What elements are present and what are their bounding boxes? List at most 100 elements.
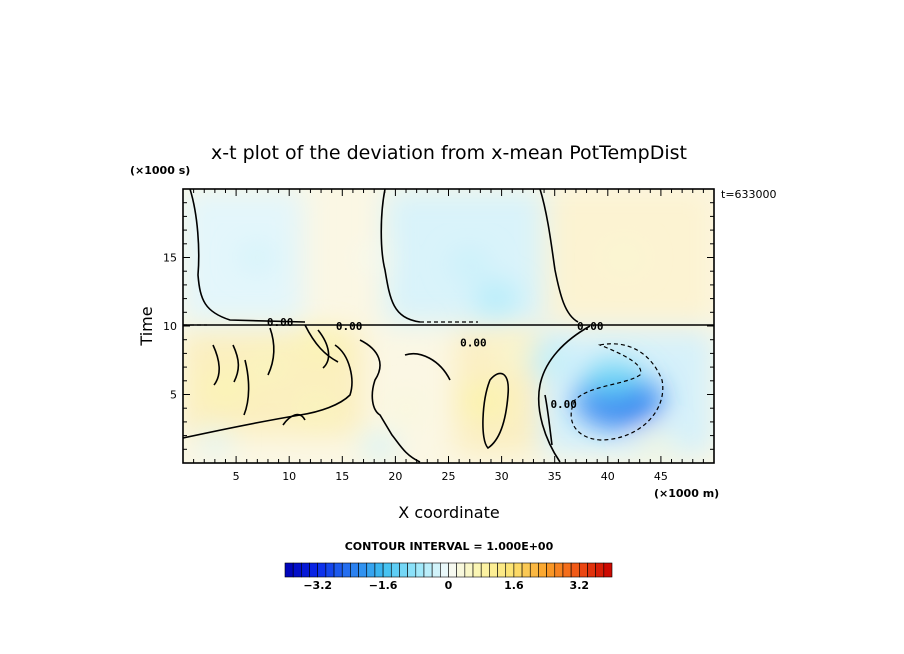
colorbar-cell-20 [448, 562, 457, 578]
colorbar-cell-31 [538, 562, 547, 578]
colorbar-cell-11 [374, 562, 384, 578]
colorbar-cell-15 [407, 562, 417, 578]
contour-small-6 [317, 329, 330, 369]
colorbar-cell-24 [480, 562, 490, 578]
contour-lower-left [183, 344, 353, 439]
colorbar-cell-4 [317, 562, 327, 578]
x-tick-label-45: 45 [654, 470, 668, 483]
anomaly-blob-5 [388, 396, 424, 421]
anomaly-blob-9 [298, 331, 344, 362]
colorbar-cell-2 [301, 562, 310, 578]
x-tick-label-25: 25 [442, 470, 456, 483]
anomaly-blob-1 [584, 362, 642, 400]
x-tick-label-40: 40 [601, 470, 615, 483]
colorbar-cell-38 [595, 562, 605, 578]
anomaly-blob-17 [358, 246, 390, 269]
colorbar-cell-18 [431, 562, 441, 578]
x-tick-label-35: 35 [548, 470, 562, 483]
colorbar-cell-8 [350, 562, 359, 578]
contour-center-hook [404, 353, 451, 381]
negative-contours [183, 321, 664, 441]
colorbar-tick-label-0: −3.2 [303, 579, 332, 592]
colorbar-tick-label-2: 0 [445, 579, 453, 592]
time-stamp: t=633000 [721, 188, 777, 201]
colorbar-cell-36 [578, 562, 588, 578]
contour-small-1 [212, 344, 220, 386]
contour-warm-30 [482, 372, 510, 450]
x-tick-label-10: 10 [282, 470, 296, 483]
x-tick-label-5: 5 [233, 470, 240, 483]
colorbar-cell-29 [521, 562, 531, 578]
anomaly-blob-7 [246, 352, 290, 382]
colorbar-cell-33 [554, 562, 564, 578]
anomaly-blob-2 [529, 346, 570, 374]
colorbar: −3.2 −1.6 0 1.6 3.2 [284, 562, 613, 592]
colorbar-cell-35 [570, 562, 580, 578]
anomaly-blob-11 [361, 434, 398, 459]
colorbar-cell-9 [358, 562, 368, 578]
anomaly-blob-10 [198, 431, 232, 454]
colorbar-cell-21 [456, 562, 466, 578]
colorbar-tick-label-1: −1.6 [369, 579, 398, 592]
anomaly-blob-8 [294, 394, 337, 423]
colorbar-cell-37 [587, 562, 596, 578]
anomaly-blob-6 [203, 372, 248, 403]
colorbar-cell-22 [464, 562, 474, 578]
colorbar-cell-3 [309, 562, 318, 578]
contour-interval-text: CONTOUR INTERVAL = 1.000E+00 [345, 540, 554, 553]
colorbar-cell-19 [440, 562, 449, 578]
colorbar-cell-10 [366, 562, 376, 578]
x-tick-label-20: 20 [388, 470, 402, 483]
contour-label-4: 0.00 [577, 320, 604, 333]
contour-lines [183, 189, 714, 463]
x-tick-label-30: 30 [495, 470, 509, 483]
colorbar-tick-label-4: 3.2 [570, 579, 590, 592]
anomaly-layer [198, 244, 674, 459]
colorbar-cell-0 [284, 562, 294, 578]
y-axis-label: Time [137, 306, 156, 346]
anomaly-blob-4 [493, 340, 532, 367]
contour-zero-left-upper [189, 189, 306, 323]
contour-small-5 [304, 324, 339, 363]
colorbar-cell-13 [390, 562, 400, 578]
x-unit-label: (×1000 m) [654, 487, 719, 500]
y-tick-label-5: 5 [170, 389, 177, 402]
contour-small-4 [267, 327, 275, 376]
colorbar-cell-25 [489, 562, 498, 578]
contour-small-7 [282, 413, 306, 426]
colorbar-cell-14 [399, 562, 408, 578]
anomaly-blob-3 [462, 385, 510, 417]
anomaly-blob-12 [637, 433, 674, 458]
colorbar-cell-34 [562, 562, 572, 578]
contour-label-2: 0.00 [460, 336, 487, 349]
colorbar-cell-6 [333, 562, 343, 578]
colorbar-cell-30 [529, 562, 539, 578]
contour-label-1: 0.00 [336, 320, 363, 333]
colorbar-cell-27 [505, 562, 515, 578]
x-axis-label: X coordinate [398, 503, 499, 522]
colorbar-cell-23 [472, 562, 482, 578]
colorbar-cell-12 [382, 562, 392, 578]
contour-zero-35 [544, 394, 553, 446]
colorbar-cell-5 [325, 562, 335, 578]
colorbar-cell-1 [292, 562, 302, 578]
y-unit-label: (×1000 s) [130, 164, 190, 177]
y-axis: 5 10 15 [163, 188, 714, 464]
chart-title: x-t plot of the deviation from x-mean Po… [211, 142, 687, 164]
colorbar-cell-16 [415, 562, 425, 578]
x-tick-label-15: 15 [335, 470, 349, 483]
contour-label-3: 0.00 [550, 398, 577, 411]
colorbar-cell-17 [423, 562, 433, 578]
contour-label-layer: 0.00 0.00 0.00 0.00 0.00 [267, 316, 604, 411]
y-tick-label-15: 15 [163, 252, 177, 265]
anomaly-blob-16 [604, 244, 643, 271]
colorbar-tick-label-3: 1.6 [504, 579, 524, 592]
contour-small-2 [232, 344, 240, 383]
contour-zero-center-upper [380, 189, 421, 323]
x-axis: 5 10 15 20 25 30 35 40 45 [182, 189, 715, 483]
contour-zero-right-lower [537, 325, 591, 463]
contour-center-lower [359, 339, 421, 463]
anomaly-blob-15 [239, 245, 275, 270]
anomaly-blob-13 [450, 251, 489, 278]
